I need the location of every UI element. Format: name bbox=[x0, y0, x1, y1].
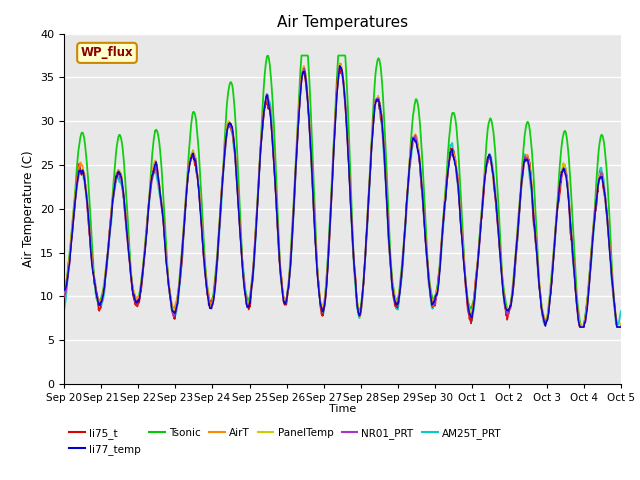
Title: Air Temperatures: Air Temperatures bbox=[277, 15, 408, 30]
Y-axis label: Air Temperature (C): Air Temperature (C) bbox=[22, 151, 35, 267]
Legend: li75_t, li77_temp, Tsonic, AirT, PanelTemp, NR01_PRT, AM25T_PRT: li75_t, li77_temp, Tsonic, AirT, PanelTe… bbox=[69, 428, 501, 455]
X-axis label: Time: Time bbox=[329, 405, 356, 414]
Text: WP_flux: WP_flux bbox=[81, 47, 133, 60]
